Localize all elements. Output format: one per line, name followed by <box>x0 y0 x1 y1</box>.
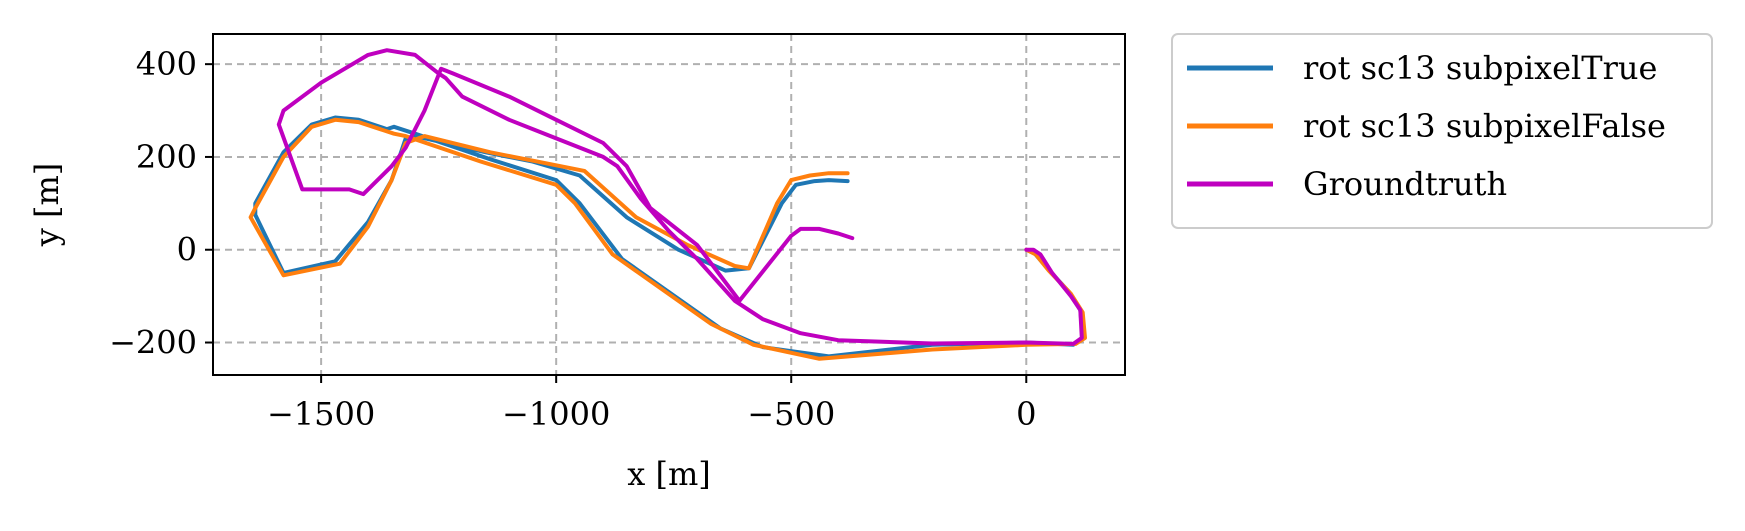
x-tick-label: −500 <box>747 395 835 433</box>
y-axis-label: y [m] <box>28 163 66 248</box>
y-tick-label: 400 <box>136 45 197 83</box>
series-lines <box>248 48 1087 361</box>
plot-area-frame <box>212 33 1126 376</box>
legend-box <box>1171 33 1713 229</box>
series-line-1 <box>248 117 1087 361</box>
legend-label: rot sc13 subpixelTrue <box>1303 49 1657 87</box>
legend-items: rot sc13 subpixelTrue rot sc13 subpixelFa… <box>1187 49 1666 203</box>
x-tick-label: −1500 <box>267 395 375 433</box>
y-tick-label: 200 <box>136 138 197 176</box>
y-tick-label: 0 <box>177 231 197 269</box>
series-line-2 <box>276 48 1084 346</box>
y-tick-label: −200 <box>109 324 197 362</box>
legend-label: rot sc13 subpixelFalse <box>1303 107 1666 145</box>
axis-ticks: −1500 −1000 −500 0 −200 0 200 400 <box>109 45 1036 433</box>
legend-label: Groundtruth <box>1303 165 1507 203</box>
legend: rot sc13 subpixelTrue rot sc13 subpixelFa… <box>1171 33 1713 229</box>
x-axis-label: x [m] <box>627 455 711 493</box>
x-tick-label: 0 <box>1016 395 1036 433</box>
x-tick-label: −1000 <box>502 395 610 433</box>
grid-lines <box>213 34 1125 375</box>
